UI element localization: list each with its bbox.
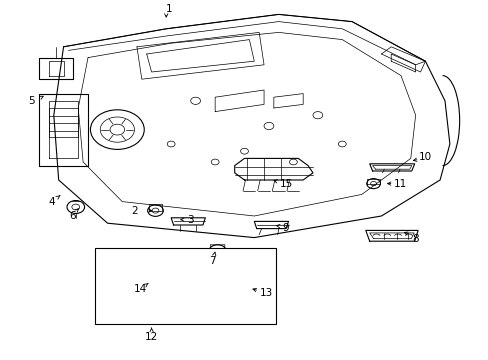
- Text: 9: 9: [282, 222, 289, 233]
- Text: 3: 3: [187, 215, 194, 225]
- Text: 1: 1: [165, 4, 172, 14]
- Text: 2: 2: [131, 206, 138, 216]
- Text: 15: 15: [279, 179, 292, 189]
- FancyBboxPatch shape: [95, 248, 276, 324]
- Text: 12: 12: [144, 332, 158, 342]
- Text: 6: 6: [69, 211, 76, 221]
- Text: 14: 14: [134, 284, 147, 294]
- Text: 10: 10: [418, 152, 431, 162]
- Text: 11: 11: [392, 179, 406, 189]
- Text: 13: 13: [259, 288, 273, 298]
- Text: 5: 5: [28, 96, 35, 106]
- Text: 7: 7: [209, 256, 216, 266]
- Text: 4: 4: [48, 197, 55, 207]
- Text: 8: 8: [411, 234, 418, 244]
